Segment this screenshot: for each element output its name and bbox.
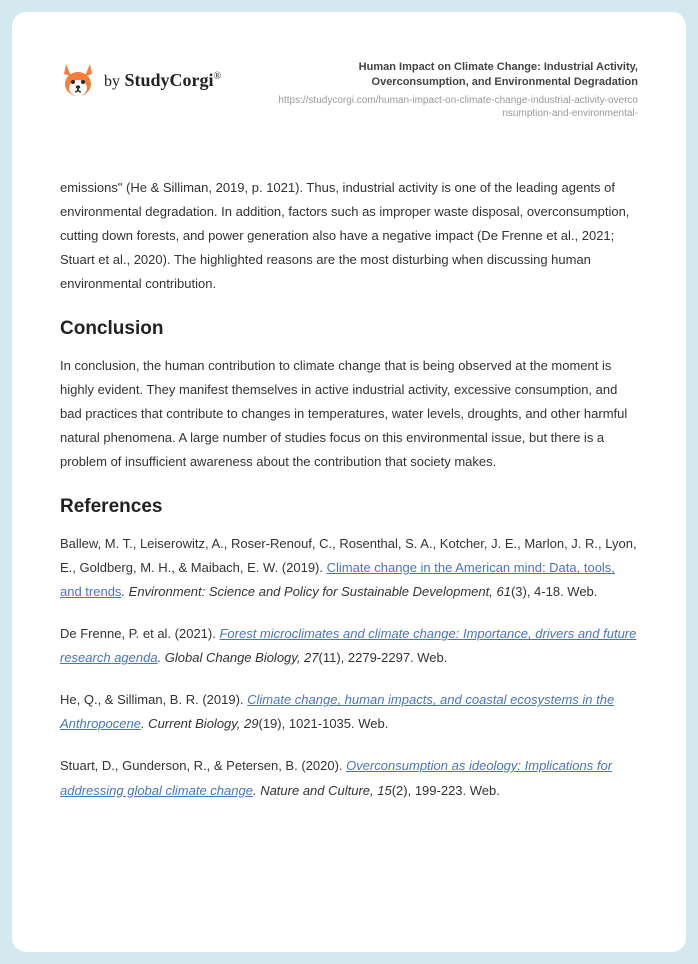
- ref-suffix: (11), 2279-2297. Web.: [319, 650, 448, 665]
- ref-prefix: De Frenne, P. et al. (2021).: [60, 626, 219, 641]
- ref-italic: . Environment: Science and Policy for Su…: [121, 584, 511, 599]
- intro-paragraph: emissions" (He & Silliman, 2019, p. 1021…: [60, 176, 638, 296]
- reference-item: Stuart, D., Gunderson, R., & Petersen, B…: [60, 754, 638, 802]
- ref-suffix: (3), 4-18. Web.: [511, 584, 597, 599]
- ref-prefix: He, Q., & Silliman, B. R. (2019).: [60, 692, 247, 707]
- conclusion-heading: Conclusion: [60, 318, 638, 340]
- trademark-symbol: ®: [214, 71, 222, 82]
- corgi-logo-icon: [60, 60, 96, 100]
- ref-italic: . Current Biology, 29: [141, 716, 259, 731]
- reference-item: Ballew, M. T., Leiserowitz, A., Roser-Re…: [60, 532, 638, 604]
- document-title: Human Impact on Climate Change: Industri…: [278, 60, 638, 90]
- logo-brand: StudyCorgi: [125, 70, 214, 90]
- conclusion-text: In conclusion, the human contribution to…: [60, 354, 638, 474]
- ref-prefix: Stuart, D., Gunderson, R., & Petersen, B…: [60, 758, 346, 773]
- ref-italic: . Global Change Biology, 27: [158, 650, 319, 665]
- reference-item: He, Q., & Silliman, B. R. (2019). Climat…: [60, 688, 638, 736]
- document-page: by StudyCorgi® Human Impact on Climate C…: [12, 12, 686, 952]
- ref-italic: . Nature and Culture, 15: [253, 783, 392, 798]
- logo-text: by StudyCorgi®: [104, 70, 221, 91]
- logo-block: by StudyCorgi®: [60, 60, 221, 100]
- ref-suffix: (19), 1021-1035. Web.: [259, 716, 389, 731]
- references-heading: References: [60, 496, 638, 518]
- reference-item: De Frenne, P. et al. (2021). Forest micr…: [60, 622, 638, 670]
- document-url: https://studycorgi.com/human-impact-on-c…: [278, 94, 638, 120]
- logo-by: by: [104, 73, 120, 90]
- ref-suffix: (2), 199-223. Web.: [392, 783, 500, 798]
- page-header: by StudyCorgi® Human Impact on Climate C…: [60, 60, 638, 120]
- header-meta: Human Impact on Climate Change: Industri…: [278, 60, 638, 120]
